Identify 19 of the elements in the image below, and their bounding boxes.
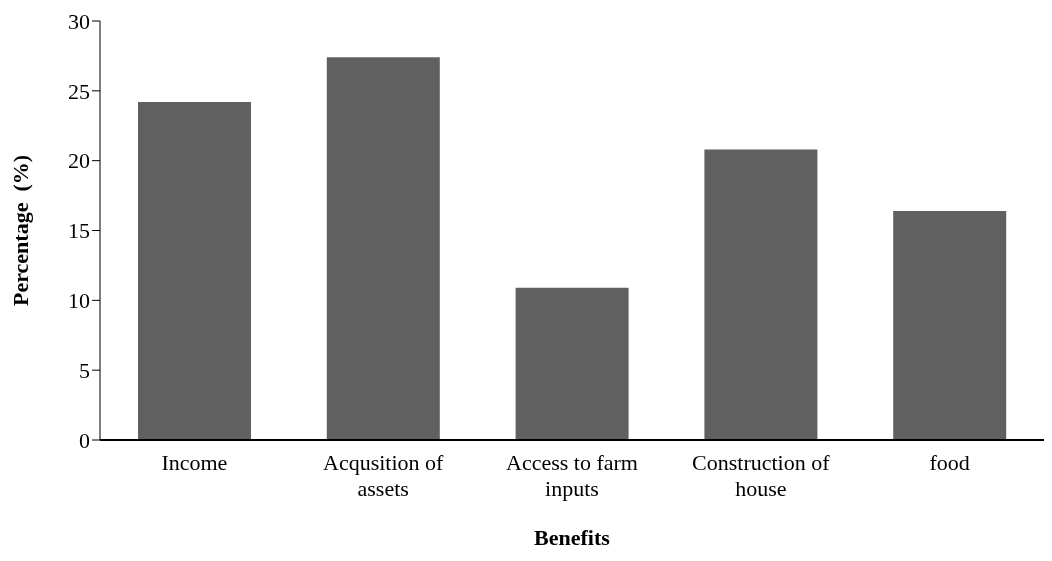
y-tick-label: 20: [68, 148, 90, 174]
y-tick-label: 30: [68, 8, 90, 34]
x-tick-label: Construction of house: [692, 450, 831, 501]
y-tick-label: 5: [79, 357, 90, 383]
bar: [515, 287, 629, 440]
x-tick-label: food: [929, 450, 970, 475]
x-tick-label: Income: [161, 450, 228, 475]
x-axis-title: Benefits: [534, 525, 611, 550]
y-tick-label: 15: [68, 218, 90, 244]
y-tick-label: 25: [68, 78, 90, 104]
bar: [704, 149, 818, 440]
y-tick-label: 10: [68, 288, 90, 314]
y-tick-label: 0: [79, 427, 90, 453]
bar: [326, 57, 440, 440]
bar: [138, 102, 251, 440]
x-tick-label: Access to farm inputs: [506, 450, 638, 501]
x-tick-label: Acqusition of assets: [323, 450, 445, 501]
y-axis-title: Percentage (%): [8, 154, 33, 307]
bar: [893, 210, 1007, 440]
